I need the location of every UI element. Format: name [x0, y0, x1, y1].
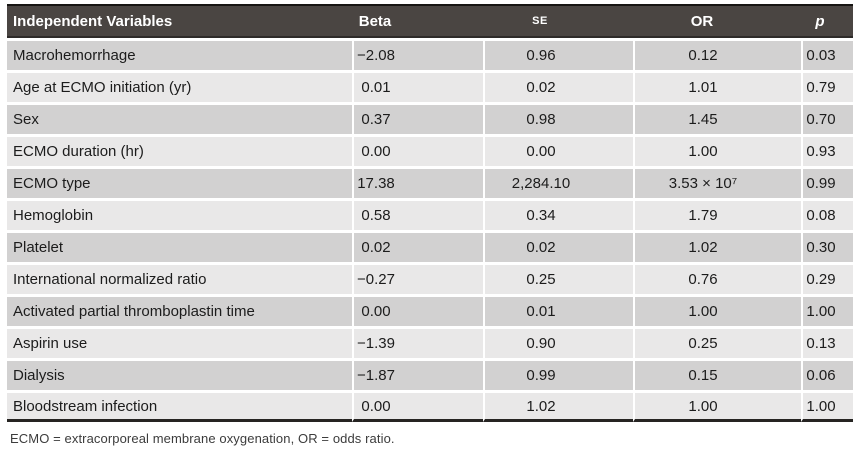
- table-row-aspirin-use: Aspirin use −1.39 0.90 0.25 0.13: [7, 326, 853, 358]
- table-row-age-at-ecmo-initiation: Age at ECMO initiation (yr) 0.01 0.02 1.…: [7, 70, 853, 102]
- cell-beta: 0.00: [352, 390, 483, 422]
- cell-se: 0.00: [483, 134, 633, 166]
- cell-se: 0.96: [483, 38, 633, 70]
- cell-or: 1.45: [633, 102, 801, 134]
- cell-or: 1.00: [633, 294, 801, 326]
- cell-beta: −0.27: [352, 262, 483, 294]
- cell-p: 1.00: [801, 390, 853, 422]
- column-header-se: SE: [483, 4, 633, 38]
- cell-or: 0.25: [633, 326, 801, 358]
- cell-variable: Hemoglobin: [7, 198, 352, 230]
- table-row-dialysis: Dialysis −1.87 0.99 0.15 0.06: [7, 358, 853, 390]
- cell-se: 0.25: [483, 262, 633, 294]
- cell-p: 0.29: [801, 262, 853, 294]
- column-header-p: p: [801, 4, 853, 38]
- cell-or: 3.53 × 10⁷: [633, 166, 801, 198]
- cell-variable: ECMO type: [7, 166, 352, 198]
- table-row-ecmo-duration: ECMO duration (hr) 0.00 0.00 1.00 0.93: [7, 134, 853, 166]
- table-header-row: Independent Variables Beta SE OR p: [7, 4, 853, 38]
- table-footnote: ECMO = extracorporeal membrane oxygenati…: [10, 431, 395, 446]
- cell-se: 0.34: [483, 198, 633, 230]
- cell-or: 0.76: [633, 262, 801, 294]
- cell-se: 2,284.10: [483, 166, 633, 198]
- cell-variable: Sex: [7, 102, 352, 134]
- cell-beta: 0.01: [352, 70, 483, 102]
- cell-se: 1.02: [483, 390, 633, 422]
- cell-or: 1.02: [633, 230, 801, 262]
- cell-variable: Macrohemorrhage: [7, 38, 352, 70]
- table-row-macrohemorrhage: Macrohemorrhage −2.08 0.96 0.12 0.03: [7, 38, 853, 70]
- cell-beta: 0.58: [352, 198, 483, 230]
- cell-se: 0.02: [483, 230, 633, 262]
- table-row-activated-partial-thromboplastin-time: Activated partial thromboplastin time 0.…: [7, 294, 853, 326]
- cell-variable: Activated partial thromboplastin time: [7, 294, 352, 326]
- cell-beta: 17.38: [352, 166, 483, 198]
- cell-variable: ECMO duration (hr): [7, 134, 352, 166]
- cell-or: 1.79: [633, 198, 801, 230]
- cell-variable: Aspirin use: [7, 326, 352, 358]
- table-row-platelet: Platelet 0.02 0.02 1.02 0.30: [7, 230, 853, 262]
- cell-se: 0.02: [483, 70, 633, 102]
- cell-or: 0.12: [633, 38, 801, 70]
- table-row-international-normalized-ratio: International normalized ratio −0.27 0.2…: [7, 262, 853, 294]
- cell-p: 0.79: [801, 70, 853, 102]
- cell-variable: Dialysis: [7, 358, 352, 390]
- column-header-independent-variables: Independent Variables: [7, 4, 352, 38]
- cell-beta: −1.87: [352, 358, 483, 390]
- column-header-beta: Beta: [352, 4, 483, 38]
- cell-p: 0.93: [801, 134, 853, 166]
- cell-p: 0.08: [801, 198, 853, 230]
- cell-se: 0.90: [483, 326, 633, 358]
- regression-results-table: Independent Variables Beta SE OR p Macro…: [7, 4, 853, 422]
- cell-p: 0.70: [801, 102, 853, 134]
- cell-se: 0.98: [483, 102, 633, 134]
- cell-variable: Bloodstream infection: [7, 390, 352, 422]
- cell-or: 1.00: [633, 390, 801, 422]
- cell-beta: 0.00: [352, 294, 483, 326]
- column-header-or: OR: [633, 4, 801, 38]
- cell-or: 1.00: [633, 134, 801, 166]
- cell-p: 0.03: [801, 38, 853, 70]
- table-row-hemoglobin: Hemoglobin 0.58 0.34 1.79 0.08: [7, 198, 853, 230]
- cell-beta: 0.02: [352, 230, 483, 262]
- cell-p: 0.99: [801, 166, 853, 198]
- cell-p: 1.00: [801, 294, 853, 326]
- table-row-ecmo-type: ECMO type 17.38 2,284.10 3.53 × 10⁷ 0.99: [7, 166, 853, 198]
- cell-se: 0.01: [483, 294, 633, 326]
- cell-variable: Platelet: [7, 230, 352, 262]
- cell-p: 0.13: [801, 326, 853, 358]
- cell-beta: −2.08: [352, 38, 483, 70]
- cell-beta: 0.00: [352, 134, 483, 166]
- cell-p: 0.30: [801, 230, 853, 262]
- table-row-bloodstream-infection: Bloodstream infection 0.00 1.02 1.00 1.0…: [7, 390, 853, 422]
- cell-beta: −1.39: [352, 326, 483, 358]
- cell-variable: International normalized ratio: [7, 262, 352, 294]
- cell-beta: 0.37: [352, 102, 483, 134]
- table-figure: Independent Variables Beta SE OR p Macro…: [7, 4, 853, 446]
- cell-or: 1.01: [633, 70, 801, 102]
- cell-p: 0.06: [801, 358, 853, 390]
- cell-variable: Age at ECMO initiation (yr): [7, 70, 352, 102]
- cell-se: 0.99: [483, 358, 633, 390]
- table-row-sex: Sex 0.37 0.98 1.45 0.70: [7, 102, 853, 134]
- cell-or: 0.15: [633, 358, 801, 390]
